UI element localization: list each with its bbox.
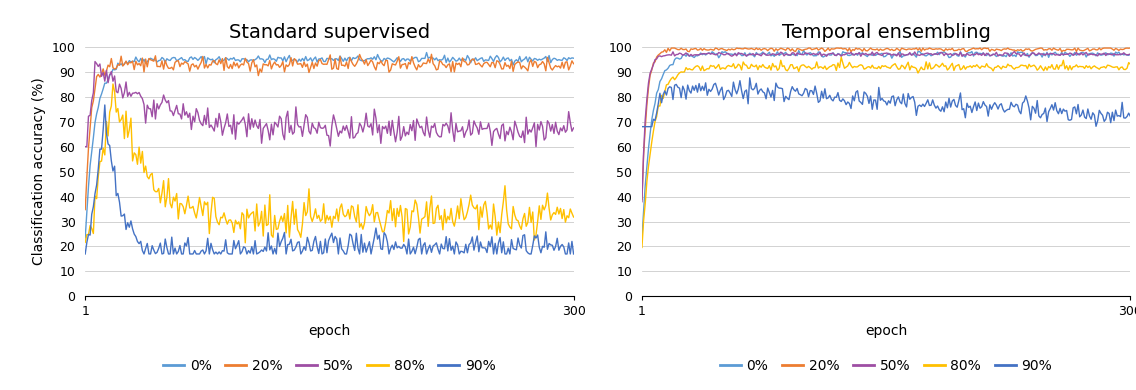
Title: Temporal ensembling: Temporal ensembling bbox=[782, 23, 991, 43]
Y-axis label: Classification accuracy (%): Classification accuracy (%) bbox=[32, 78, 47, 266]
X-axis label: epoch: epoch bbox=[864, 324, 908, 338]
Legend: 0%, 20%, 50%, 80%, 90%: 0%, 20%, 50%, 80%, 90% bbox=[158, 353, 501, 378]
X-axis label: epoch: epoch bbox=[308, 324, 351, 338]
Legend: 0%, 20%, 50%, 80%, 90%: 0%, 20%, 50%, 80%, 90% bbox=[715, 353, 1058, 378]
Title: Standard supervised: Standard supervised bbox=[228, 23, 429, 43]
